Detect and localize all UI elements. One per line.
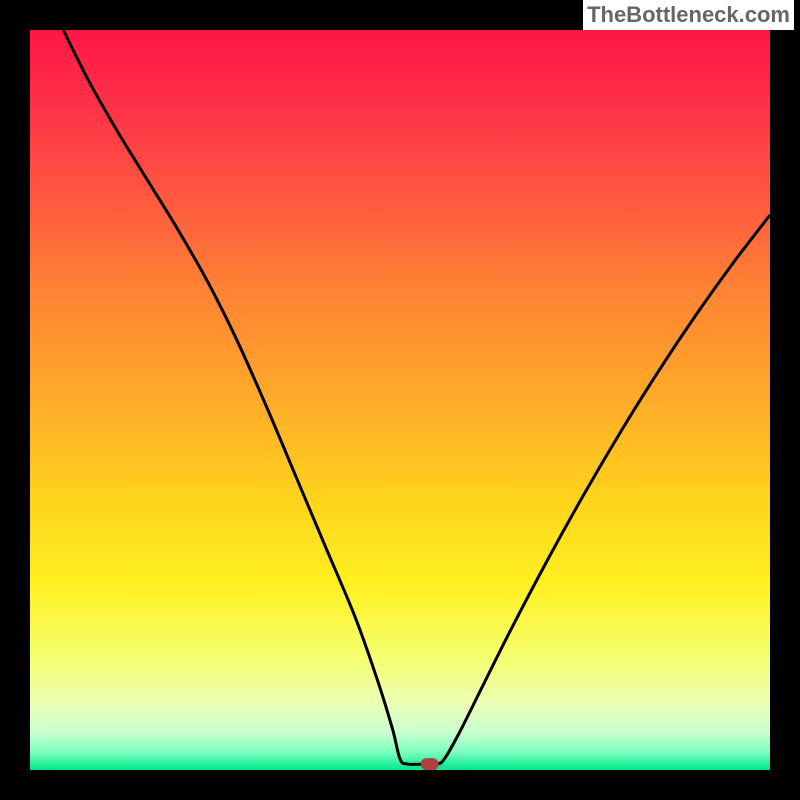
chart-container: TheBottleneck.com <box>0 0 800 800</box>
plot-area <box>30 30 770 770</box>
optimal-marker <box>421 758 439 770</box>
bottleneck-chart <box>0 0 800 800</box>
watermark-text: TheBottleneck.com <box>583 0 794 30</box>
